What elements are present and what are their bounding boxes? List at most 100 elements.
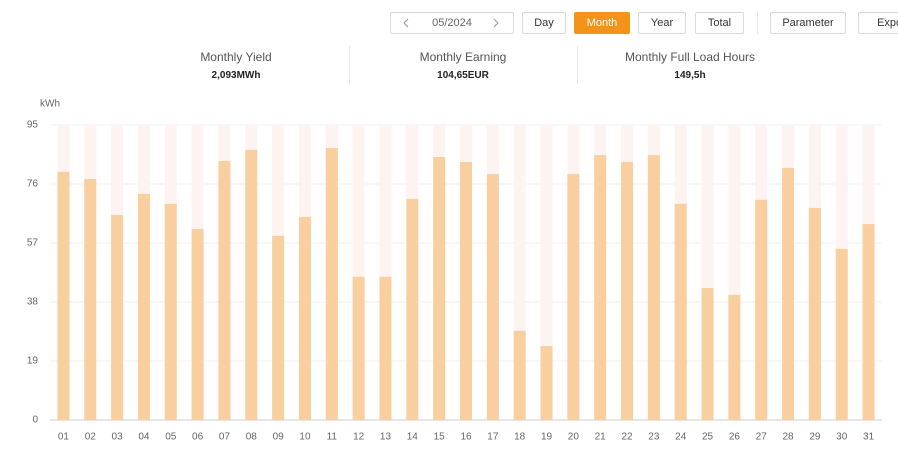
bar-background	[540, 125, 553, 420]
bar-background	[486, 125, 499, 420]
x-tick-label: 31	[863, 432, 875, 443]
bar	[191, 229, 204, 420]
x-tick-label: 10	[299, 432, 311, 443]
date-picker[interactable]: 05/2024	[390, 12, 514, 34]
action-button[interactable]: Export	[858, 12, 898, 34]
summary-item: Monthly Earning 104,65EUR	[353, 50, 573, 81]
bar-background	[674, 125, 687, 420]
bar-background	[57, 125, 70, 420]
x-tick-label: 25	[702, 432, 714, 443]
bar-background	[567, 125, 580, 420]
summary-item: Monthly Full Load Hours 149,5h	[580, 50, 800, 81]
bar-background	[137, 125, 150, 420]
x-tick-label: 05	[165, 432, 177, 443]
bar	[164, 203, 177, 420]
bar-background	[835, 125, 848, 420]
x-tick-label: 09	[273, 432, 285, 443]
x-tick-label: 19	[541, 432, 553, 443]
bar-background	[433, 125, 446, 420]
bar	[352, 276, 365, 420]
bar	[111, 215, 124, 420]
bar	[782, 167, 795, 420]
bar	[540, 346, 553, 420]
y-tick-label: 19	[27, 356, 39, 367]
x-tick-label: 26	[729, 432, 741, 443]
prev-arrow[interactable]	[402, 18, 412, 28]
bar	[701, 288, 714, 420]
bar-background	[379, 125, 392, 420]
action-button[interactable]: Parameter	[770, 12, 846, 34]
bar	[621, 161, 634, 420]
bar-background	[325, 125, 338, 420]
summary-value: 149,5h	[674, 70, 706, 81]
bar	[433, 156, 446, 421]
bar	[84, 179, 97, 420]
x-tick-label: 15	[434, 432, 446, 443]
bar-background	[272, 125, 285, 420]
bar	[379, 276, 392, 420]
bar-background	[594, 125, 607, 420]
bar	[808, 207, 821, 420]
bar	[137, 193, 150, 420]
bar	[325, 147, 338, 420]
bar-background	[84, 125, 97, 420]
x-tick-label: 20	[568, 432, 580, 443]
bar	[728, 294, 741, 420]
bar-background	[862, 125, 875, 420]
divider	[757, 12, 758, 34]
x-tick-label: 13	[380, 432, 392, 443]
summary-label: Monthly Full Load Hours	[624, 50, 756, 64]
bar	[594, 155, 607, 421]
bar-background	[352, 125, 365, 420]
bar	[647, 155, 660, 421]
y-tick-label: 95	[27, 120, 39, 131]
y-axis-label: kWh	[40, 99, 60, 110]
bar	[513, 330, 526, 420]
view-button[interactable]: Year	[638, 12, 686, 34]
bar-background	[755, 125, 768, 420]
x-tick-label: 04	[138, 432, 150, 443]
x-tick-label: 23	[648, 432, 660, 443]
x-tick-label: 28	[783, 432, 795, 443]
bar-background	[111, 125, 124, 420]
bar-background	[647, 125, 660, 420]
bar-background	[808, 125, 821, 420]
bar-background	[191, 125, 204, 420]
bar-background	[621, 125, 634, 420]
bar	[486, 174, 499, 420]
x-tick-label: 11	[327, 432, 338, 443]
y-tick-label: 0	[32, 415, 38, 426]
x-tick-label: 02	[85, 432, 97, 443]
x-tick-label: 01	[58, 432, 70, 443]
x-tick-label: 16	[460, 432, 472, 443]
view-button[interactable]: Total	[695, 12, 744, 34]
bar	[218, 161, 231, 420]
bar	[460, 161, 472, 420]
next-arrow[interactable]	[491, 18, 501, 28]
x-tick-label: 21	[595, 432, 607, 443]
x-tick-label: 24	[675, 432, 687, 443]
bar	[674, 203, 687, 420]
x-tick-label: 30	[836, 432, 848, 443]
bar-background	[513, 125, 526, 420]
date-text: 05/2024	[432, 17, 472, 29]
summary-value: 104,65EUR	[437, 70, 489, 81]
bar-background	[218, 125, 231, 420]
view-button[interactable]: Day	[522, 12, 566, 34]
x-tick-label: 03	[112, 432, 124, 443]
bar	[245, 149, 258, 420]
bar	[406, 198, 419, 420]
bar	[567, 174, 580, 420]
bar	[298, 216, 311, 420]
bar-background	[728, 125, 741, 420]
view-button[interactable]: Month	[574, 12, 630, 34]
bar	[272, 235, 285, 420]
bar	[835, 248, 848, 420]
divider	[349, 46, 350, 84]
x-tick-label: 07	[219, 432, 231, 443]
bar-background	[164, 125, 177, 420]
x-tick-label: 27	[756, 432, 768, 443]
summary-label: Monthly Earning	[419, 50, 507, 64]
summary-label: Monthly Yield	[200, 50, 272, 64]
bar-background	[460, 125, 472, 420]
